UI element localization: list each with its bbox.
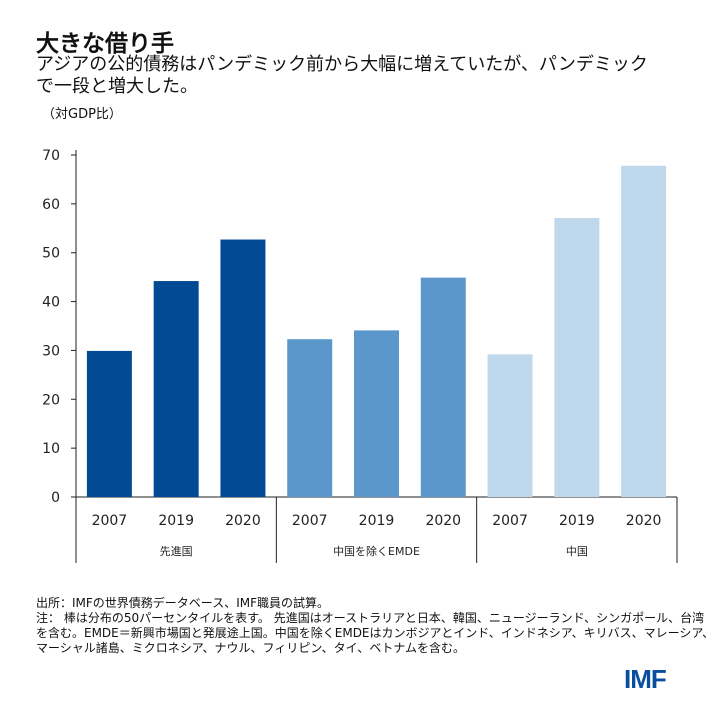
footnotes: 出所：IMFの世界債務データベース、IMF職員の試算。 注： 棒は分布の50パー…: [36, 596, 716, 656]
y-tick-label: 60: [42, 197, 60, 213]
y-tick-label: 70: [42, 148, 60, 164]
x-tick-label: 2007: [292, 513, 328, 529]
x-tick-label: 2019: [559, 513, 595, 529]
chart-subtitle: アジアの公的債務はパンデミック前から大幅に増えていたが、パンデミックで一段と増大…: [36, 54, 648, 97]
group-label: 中国を除くEMDE: [333, 544, 420, 558]
y-tick-label: 0: [51, 490, 60, 506]
group-label: 先進国: [160, 545, 193, 558]
x-tick-label: 2020: [425, 513, 461, 529]
x-tick-label: 2007: [92, 513, 128, 529]
bar-2019: [554, 218, 600, 498]
bar-2020: [220, 239, 266, 497]
x-tick-label: 2019: [158, 513, 194, 529]
unit-label: （対GDP比）: [42, 107, 122, 122]
bar-2007: [86, 350, 132, 497]
group-label: 中国: [566, 545, 588, 558]
bar-2007: [487, 354, 533, 497]
y-tick-label: 20: [42, 392, 60, 408]
bar-2020: [420, 277, 466, 497]
bar-2020: [621, 165, 667, 497]
y-tick-label: 40: [42, 295, 60, 311]
chart-title: 大きな借り手: [36, 31, 174, 57]
bar-2019: [153, 281, 199, 497]
x-tick-label: 2020: [626, 513, 662, 529]
note-text: 注： 棒は分布の50パーセンタイルを表す。 先進国はオーストラリアと日本、韓国、…: [36, 611, 715, 655]
x-tick-label: 2020: [225, 513, 261, 529]
x-tick-label: 2019: [359, 513, 395, 529]
imf-logo: IMF: [624, 664, 667, 694]
x-tick-label: 2007: [492, 513, 528, 529]
y-tick-label: 30: [42, 343, 60, 359]
source-note: 出所：IMFの世界債務データベース、IMF職員の試算。: [36, 596, 329, 610]
bar-2007: [287, 339, 333, 497]
y-tick-label: 50: [42, 246, 60, 262]
bar-2019: [354, 330, 399, 497]
y-tick-label: 10: [42, 441, 60, 457]
